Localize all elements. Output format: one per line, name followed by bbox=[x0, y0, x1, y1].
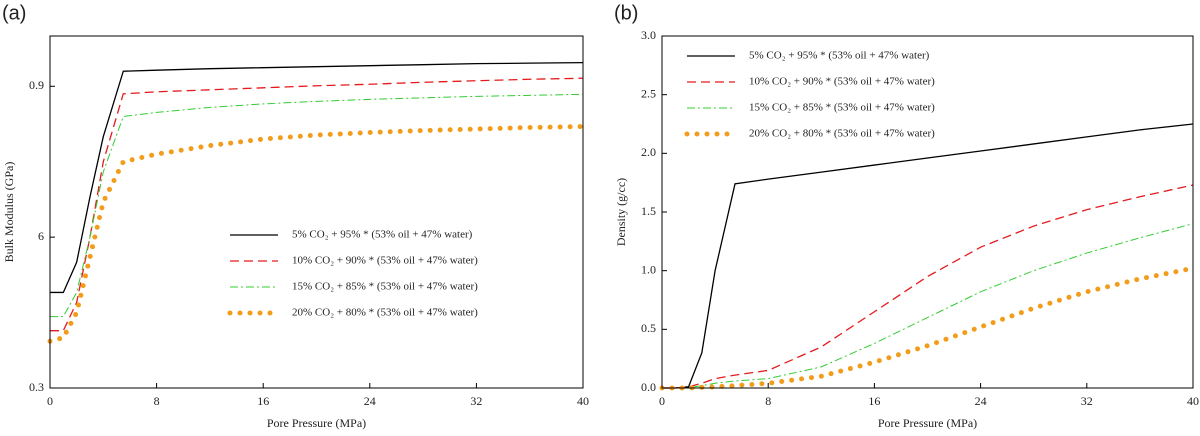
x-tick-label: 24 bbox=[364, 394, 376, 408]
legend-label: 5% CO₂ + 95% * (53% oil + 47% water) bbox=[292, 229, 473, 241]
y-tick-label: 1.0 bbox=[641, 262, 656, 276]
x-tick-label: 32 bbox=[470, 394, 482, 408]
series-line bbox=[50, 62, 584, 294]
legend-label: 15% CO₂ + 85% * (53% oil + 47% water) bbox=[292, 281, 478, 293]
y-tick-label: 2.5 bbox=[641, 86, 656, 100]
y-tick-label: 1.5 bbox=[641, 204, 656, 218]
x-tick-label: 40 bbox=[1187, 394, 1199, 408]
legend-label: 10% CO₂ + 90% * (53% oil + 47% water) bbox=[292, 255, 478, 267]
x-tick-label: 16 bbox=[257, 394, 269, 408]
series-line bbox=[50, 93, 584, 318]
legend-label: 10% CO₂ + 90% * (53% oil + 47% water) bbox=[749, 76, 935, 88]
y-tick-label: 0.5 bbox=[641, 321, 656, 335]
y-tick-label: 2.0 bbox=[641, 145, 656, 159]
panel-label: (a) bbox=[2, 2, 26, 24]
panel-label: (b) bbox=[614, 2, 638, 24]
y-tick-label: 0.3 bbox=[29, 380, 44, 394]
x-axis-label: Pore Pressure (MPa) bbox=[267, 416, 366, 430]
series-line bbox=[659, 265, 1196, 391]
series-line bbox=[662, 223, 1194, 389]
legend-label: 15% CO₂ + 85% * (53% oil + 47% water) bbox=[749, 102, 935, 114]
legend-label: 5% CO₂ + 95% * (53% oil + 47% water) bbox=[749, 50, 930, 62]
series-line bbox=[50, 77, 584, 332]
x-tick-label: 0 bbox=[47, 394, 53, 408]
x-tick-label: 8 bbox=[154, 394, 160, 408]
x-tick-label: 16 bbox=[868, 394, 880, 408]
x-axis-label: Pore Pressure (MPa) bbox=[878, 416, 977, 430]
x-tick-label: 32 bbox=[1081, 394, 1093, 408]
y-tick-label: 3.0 bbox=[641, 28, 656, 42]
y-tick-label: 0.9 bbox=[29, 78, 44, 92]
series-line bbox=[47, 124, 586, 344]
legend-label: 20% CO₂ + 80% * (53% oil + 47% water) bbox=[292, 307, 478, 319]
plot-frame bbox=[661, 35, 1194, 389]
y-tick-label: 0.0 bbox=[641, 380, 656, 394]
y-tick-label: 6 bbox=[38, 229, 44, 243]
legend-label: 20% CO₂ + 80% * (53% oil + 47% water) bbox=[749, 128, 935, 140]
series-line bbox=[662, 184, 1194, 389]
series-line bbox=[662, 123, 1194, 389]
x-tick-label: 40 bbox=[577, 394, 589, 408]
y-axis-label: Bulk Modulus (GPa) bbox=[2, 162, 16, 263]
x-tick-label: 24 bbox=[975, 394, 987, 408]
y-axis-label: Density (g/cc) bbox=[614, 178, 628, 246]
x-tick-label: 8 bbox=[765, 394, 771, 408]
x-tick-label: 0 bbox=[659, 394, 665, 408]
plot-frame bbox=[49, 35, 584, 389]
